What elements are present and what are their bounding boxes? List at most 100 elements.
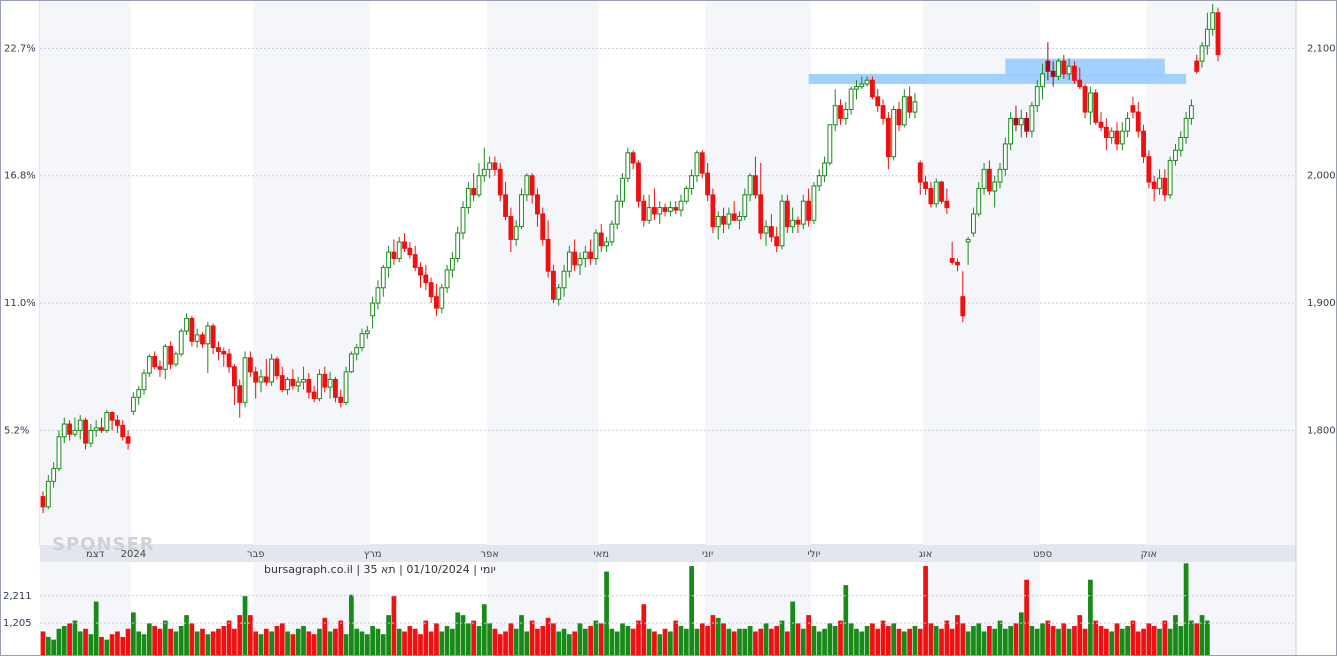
candle-body-down: [290, 378, 296, 387]
candle: [1013, 105, 1019, 132]
candle-body-up: [1087, 92, 1093, 113]
candle: [832, 89, 838, 132]
month-label: יולי: [807, 549, 820, 560]
candle: [1002, 137, 1008, 176]
candle: [721, 207, 726, 234]
candle: [115, 415, 120, 433]
candle-body-down: [237, 385, 243, 403]
candle-body-up: [136, 389, 142, 398]
candle: [386, 245, 392, 278]
candle: [242, 351, 248, 408]
candle: [614, 194, 620, 230]
candle: [800, 194, 806, 230]
candle-body-up: [476, 175, 482, 196]
candle: [61, 417, 67, 444]
info-line: יומי | 01/10/2024 | תא 35 | bursagraph.c…: [264, 563, 496, 576]
candle-body-down: [83, 419, 88, 444]
candle-body-up: [1157, 177, 1162, 189]
candle: [1034, 80, 1040, 113]
price-tick-label: 2,000: [1307, 171, 1336, 182]
volume-bar: [157, 628, 163, 656]
candle-body-down: [885, 117, 891, 158]
volume-bar: [598, 623, 604, 656]
candle-body-up: [449, 257, 455, 271]
candle: [322, 366, 328, 393]
volume-bar: [1114, 623, 1120, 656]
candle-body-down: [508, 215, 514, 240]
volume-bar: [210, 631, 216, 656]
volume-bar: [125, 628, 131, 656]
month-label: יוני: [702, 549, 713, 560]
volume-bar: [178, 626, 184, 656]
candle-body-down: [529, 175, 535, 196]
volume-bar: [864, 626, 870, 656]
volume-bar: [327, 631, 333, 656]
candle: [396, 236, 402, 263]
volume-bar: [917, 628, 923, 656]
volume-bar: [476, 626, 482, 656]
candle-body-up: [779, 200, 785, 247]
candle: [194, 328, 200, 348]
candle-body-up: [104, 412, 110, 431]
volume-bar: [678, 626, 684, 656]
volume-bar: [604, 571, 609, 656]
volume-bar: [407, 626, 413, 656]
candle: [641, 194, 647, 227]
candle: [45, 474, 51, 510]
volume-bar: [582, 628, 588, 656]
candle: [354, 343, 360, 361]
volume-bar: [396, 628, 402, 656]
candle-body-down: [216, 347, 221, 352]
candle-body-up: [524, 175, 530, 196]
volume-bar: [620, 623, 625, 656]
volume-bar: [705, 626, 710, 656]
candle: [1056, 58, 1061, 81]
candle-body-up: [1167, 159, 1173, 196]
candle: [130, 392, 136, 416]
candle: [1189, 99, 1194, 125]
volume-bar: [242, 596, 248, 656]
candle-body-down: [806, 200, 812, 221]
candle: [1024, 112, 1030, 138]
candle-body-down: [200, 334, 205, 345]
candle: [1050, 61, 1056, 87]
candle-body-down: [1024, 117, 1030, 132]
candle-body-up: [258, 376, 264, 383]
candle: [279, 366, 285, 393]
candle-body-down: [550, 270, 556, 300]
candle: [1173, 143, 1178, 166]
candle-body-down: [274, 358, 280, 377]
candle-body-up: [604, 241, 609, 247]
candle: [917, 160, 923, 195]
volume-bar: [216, 628, 221, 656]
volume-bar: [391, 596, 397, 656]
candle: [412, 245, 418, 272]
candle: [1167, 156, 1173, 199]
candle: [848, 86, 854, 115]
candle: [444, 264, 450, 293]
volume-bar: [662, 628, 668, 656]
candle-body-down: [572, 251, 578, 266]
candle: [854, 80, 859, 100]
volume-bar: [508, 623, 514, 656]
candle: [359, 328, 365, 352]
volume-bar: [529, 620, 535, 656]
volume-bar: [630, 628, 636, 656]
volume-bar: [1146, 623, 1152, 656]
candle-body-up: [1199, 45, 1205, 62]
candle: [588, 239, 594, 265]
candle-body-down: [120, 424, 126, 438]
volume-bar: [460, 615, 466, 656]
candle: [1114, 122, 1120, 151]
candle-body-up: [1204, 28, 1210, 47]
candle: [657, 201, 663, 225]
volume-bar: [1135, 631, 1141, 656]
volume-bar: [540, 626, 546, 656]
volume-bar: [247, 615, 253, 656]
candle: [40, 491, 46, 514]
candle: [939, 180, 944, 204]
candle-body-up: [1125, 117, 1131, 132]
candle: [790, 207, 796, 234]
volume-bar: [455, 612, 461, 656]
candle-body-down: [322, 373, 328, 388]
